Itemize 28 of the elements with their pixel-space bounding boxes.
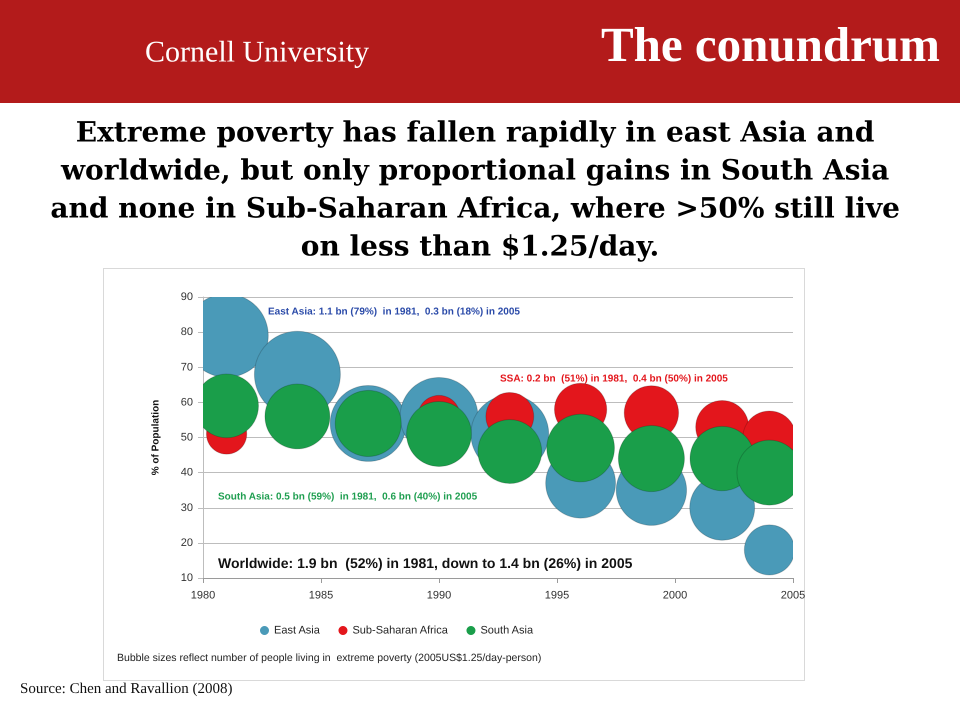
legend-label: South Asia	[480, 624, 534, 636]
x-tick-label: 2005	[780, 590, 806, 602]
chart-title: The conundrum	[600, 17, 940, 72]
x-tick-label: 1990	[426, 590, 452, 602]
annotation: Worldwide: 1.9 bn (52%) in 1981, down to 1.4 bn (26%) in 2005	[218, 555, 633, 571]
y-tick-label: 80	[180, 326, 193, 338]
y-tick-label: 90	[180, 291, 193, 303]
x-tick-label: 1995	[544, 590, 570, 602]
annotation: South Asia: 0.5 bn (59%) in 1981, 0.6 bn (40%) in 2005	[218, 492, 478, 502]
x-tick-label: 1980	[190, 590, 216, 602]
chart-subtitle: Extreme poverty has fallen rapidly in east Asia and worldwide, but only proportional gains in South Asia and none in Sub-Saharan Africa, where >50% still live on less than $1.25/day.	[50, 116, 910, 262]
y-tick-label: 10	[180, 572, 193, 584]
y-tick-label: 20	[180, 536, 193, 549]
y-tick-label: 50	[180, 432, 193, 444]
x-tick-label: 2000	[662, 590, 688, 602]
text: Bubble sizes reflect number of people living in extreme poverty (2005US$1.25/day-person)	[117, 652, 542, 664]
legend-label: East Asia	[274, 624, 321, 636]
text: Cornell University	[145, 36, 370, 68]
legend-label: Sub-Saharan Africa	[352, 624, 449, 636]
source-note: Source: Chen and Ravallion (2008)	[20, 681, 232, 697]
annotation: SSA: 0.2 bn (51%) in 1981, 0.4 bn (50%) in 2005	[500, 374, 728, 384]
y-tick-label: 70	[180, 361, 193, 374]
y-tick-label: 40	[180, 466, 193, 479]
annotation: East Asia: 1.1 bn (79%) in 1981, 0.3 bn (18%) in 2005	[268, 306, 520, 318]
x-tick-label: 1985	[308, 590, 334, 602]
y-tick-label: 30	[180, 502, 193, 514]
y-tick-label: 60	[180, 396, 193, 408]
y-axis-title: % of Population	[150, 400, 162, 476]
